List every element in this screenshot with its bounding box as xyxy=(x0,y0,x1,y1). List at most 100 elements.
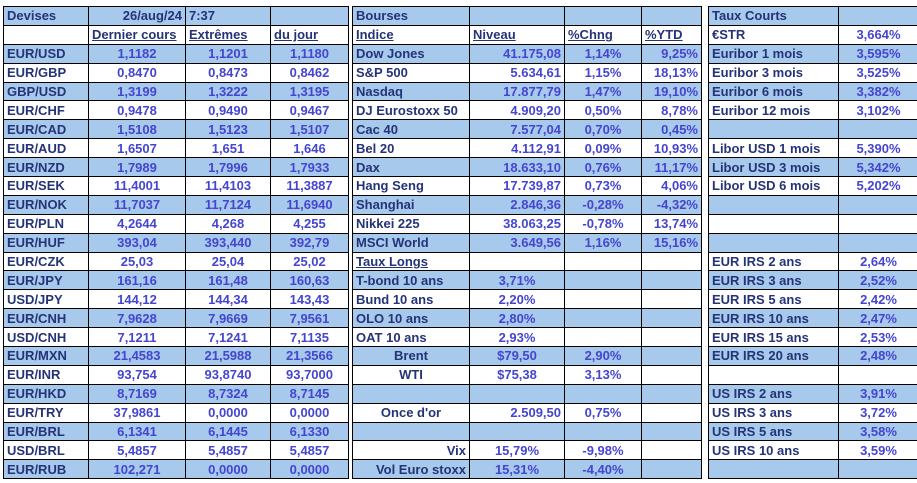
value-cell: 0,76% xyxy=(564,157,642,178)
empty-cell xyxy=(564,308,642,329)
table-row xyxy=(708,194,917,215)
value-cell: 9,25% xyxy=(641,43,702,64)
empty-cell xyxy=(469,421,565,442)
value-cell: 0,0000 xyxy=(270,459,349,480)
index-name-label: Cac 40 xyxy=(352,119,470,140)
value-cell: 144,34 xyxy=(185,289,271,310)
value-cell: 1,5123 xyxy=(185,119,271,140)
table-row: Hang Seng 17.739,87 0,73% 4,06% xyxy=(352,176,702,196)
currency-pair-label: EUR/AUD xyxy=(3,138,89,159)
value-cell: 3,72% xyxy=(838,402,917,423)
value-cell: 1,7933 xyxy=(270,157,349,178)
value-cell: 1,5107 xyxy=(270,119,349,140)
rate-label: US IRS 3 ans xyxy=(708,402,839,423)
table-row: Cac 40 7.577,04 0,70% 0,45% xyxy=(352,119,702,140)
table-row: EUR IRS 2 ans 2,64% xyxy=(708,251,917,272)
value-cell: 7,9628 xyxy=(88,308,186,329)
table-row: OLO 10 ans 2,80% xyxy=(352,308,702,329)
currency-pair-label: EUR/BRL xyxy=(3,421,89,442)
devises-table: Devises 26/aug/24 7:37 Dernier cours Extrême… xyxy=(3,6,349,480)
commodity-label: Brent xyxy=(352,346,470,366)
empty-cell xyxy=(708,119,839,140)
value-cell: 25,04 xyxy=(185,251,271,272)
empty-cell xyxy=(564,421,642,442)
table-row xyxy=(352,383,702,404)
value-cell: 2,53% xyxy=(838,327,917,348)
index-name-label: Dow Jones xyxy=(352,43,470,64)
value-cell: 0,70% xyxy=(564,119,642,140)
empty-cell xyxy=(270,6,349,26)
table-row: Dow Jones 41.175,08 1,14% 9,25% xyxy=(352,43,702,64)
value-cell: 10,93% xyxy=(641,138,702,159)
currency-pair-label: EUR/TRY xyxy=(3,402,89,423)
value-cell: 3,595% xyxy=(838,43,917,64)
value-cell: 18.633,10 xyxy=(469,157,565,178)
index-name-label: S&P 500 xyxy=(352,62,470,83)
table-row: DJ Eurostoxx 50 4.909,20 0,50% 8,78% xyxy=(352,100,702,121)
currency-pair-label: USD/CNH xyxy=(3,327,89,348)
value-cell: 11,7124 xyxy=(185,194,271,215)
section-title: Bourses xyxy=(352,6,470,26)
value-cell: 0,45% xyxy=(641,119,702,140)
table-row: EUR/HKD 8,7169 8,7324 8,7145 xyxy=(3,383,349,404)
table-row: EUR/SEK 11,4001 11,4103 11,3887 xyxy=(3,176,349,196)
value-cell: 0,0000 xyxy=(185,459,271,480)
empty-cell xyxy=(838,6,917,26)
value-cell: 2,20% xyxy=(469,289,565,310)
empty-cell xyxy=(838,459,917,480)
value-cell: 1,7989 xyxy=(88,157,186,178)
table-row: GBP/USD 1,3199 1,3222 1,3195 xyxy=(3,81,349,102)
section-title: Devises xyxy=(3,6,89,26)
index-name-label: DJ Eurostoxx 50 xyxy=(352,100,470,121)
value-cell: 5,4857 xyxy=(270,440,349,461)
currency-pair-label: USD/BRL xyxy=(3,440,89,461)
value-cell: 393,04 xyxy=(88,232,186,253)
table-row: US IRS 2 ans 3,91% xyxy=(708,383,917,404)
currency-pair-label: EUR/SEK xyxy=(3,176,89,196)
value-cell: 8,7169 xyxy=(88,383,186,404)
empty-cell xyxy=(708,364,839,385)
value-cell: 13,74% xyxy=(641,213,702,234)
value-cell: 2.509,50 xyxy=(469,402,565,423)
value-cell: 3,91% xyxy=(838,383,917,404)
value-cell: $79,50 xyxy=(469,346,565,366)
currency-pair-label: EUR/CAD xyxy=(3,119,89,140)
value-cell: 2.846,36 xyxy=(469,194,565,215)
currency-pair-label: GBP/USD xyxy=(3,81,89,102)
table-row: Dernier cours Extrêmes du jour xyxy=(3,24,349,45)
subsection-title: Taux Longs xyxy=(352,251,470,272)
value-cell: 11,7037 xyxy=(88,194,186,215)
table-row: Vol Euro stoxx 15,31% -4,40% xyxy=(352,459,702,480)
empty-cell xyxy=(564,251,642,272)
table-row: S&P 500 5.634,61 1,15% 18,13% xyxy=(352,62,702,83)
table-row: EUR/NZD 1,7989 1,7996 1,7933 xyxy=(3,157,349,178)
rate-label: EUR IRS 5 ans xyxy=(708,289,839,310)
empty-cell xyxy=(469,6,565,26)
table-row: EUR/JPY 161,16 161,48 160,63 xyxy=(3,270,349,291)
value-cell: 2,80% xyxy=(469,308,565,329)
commodity-label: Once d'or xyxy=(352,402,470,423)
table-row: Euribor 12 mois 3,102% xyxy=(708,100,917,121)
value-cell: 3,664% xyxy=(838,24,917,45)
value-cell: 93,8740 xyxy=(185,364,271,385)
value-cell: 21,4583 xyxy=(88,346,186,366)
value-cell: 5,202% xyxy=(838,176,917,196)
table-row: Indice Niveau %Chng %YTD xyxy=(352,24,702,45)
volatility-label: Vol Euro stoxx xyxy=(352,459,470,480)
currency-pair-label: EUR/RUB xyxy=(3,459,89,480)
rate-label: Euribor 6 mois xyxy=(708,81,839,102)
empty-cell xyxy=(838,119,917,140)
empty-cell xyxy=(564,383,642,404)
value-cell: 11,4103 xyxy=(185,176,271,196)
table-row: EUR/PLN 4,2644 4,268 4,255 xyxy=(3,213,349,234)
rate-label: Libor USD 6 mois xyxy=(708,176,839,196)
value-cell: 0,0000 xyxy=(185,402,271,423)
table-row: EUR/NOK 11,7037 11,7124 11,6940 xyxy=(3,194,349,215)
table-row xyxy=(708,213,917,234)
empty-cell xyxy=(641,289,702,310)
empty-cell xyxy=(708,459,839,480)
table-row: Euribor 6 mois 3,382% xyxy=(708,81,917,102)
empty-cell xyxy=(641,383,702,404)
value-cell: 25,03 xyxy=(88,251,186,272)
value-cell: 17.739,87 xyxy=(469,176,565,196)
